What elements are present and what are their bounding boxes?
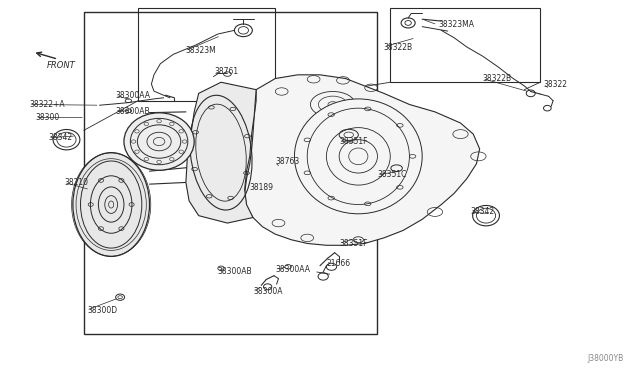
Text: 38351F: 38351F [339,239,367,248]
Text: 21666: 21666 [326,259,351,268]
Text: 38300D: 38300D [87,306,117,315]
Text: 38300A: 38300A [253,287,282,296]
Text: 38322B: 38322B [483,74,512,83]
Text: FRONT: FRONT [47,61,76,70]
Text: 38351C: 38351C [378,170,407,179]
Text: 38322+A: 38322+A [29,100,65,109]
Text: 38342: 38342 [49,133,73,142]
Ellipse shape [294,99,422,214]
Text: 38322: 38322 [543,80,568,89]
Polygon shape [244,75,479,245]
Polygon shape [186,82,256,223]
Bar [138,8,275,101]
Text: 38210: 38210 [65,178,88,187]
Text: 38323MA: 38323MA [438,20,474,29]
Text: 38322B: 38322B [384,42,413,51]
Bar [84,12,378,334]
Bar [390,8,540,82]
Text: 38300AB: 38300AB [116,108,150,116]
Text: 38300: 38300 [36,113,60,122]
Text: 38323M: 38323M [186,46,217,55]
Text: 38300AA: 38300AA [275,265,310,274]
Text: 38300AB: 38300AB [218,267,252,276]
Text: 38763: 38763 [275,157,300,166]
Text: 38300AA: 38300AA [116,91,150,100]
Ellipse shape [73,153,150,256]
Text: 38761: 38761 [214,67,239,76]
Text: J38000YB: J38000YB [587,354,623,363]
Text: 38189: 38189 [250,183,274,192]
Ellipse shape [124,113,194,170]
Text: 38351F: 38351F [339,137,367,146]
Text: 38342: 38342 [470,208,494,217]
